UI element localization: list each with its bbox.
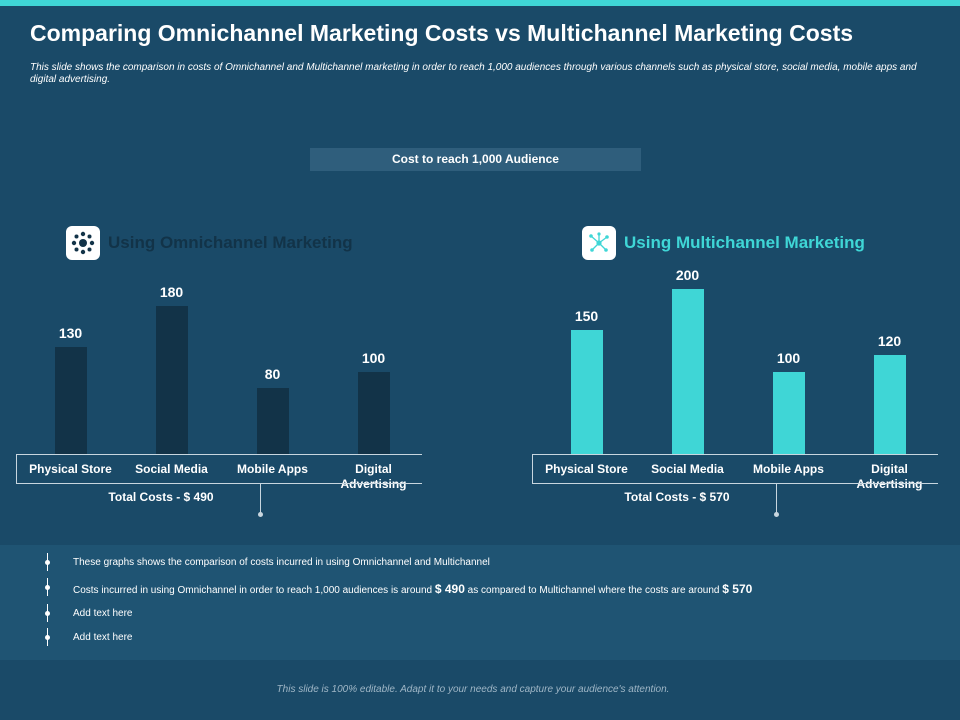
footer-note: This slide is 100% editable. Adapt it to… bbox=[276, 684, 670, 695]
x-axis-line bbox=[16, 454, 422, 455]
note-fragment: Add text here bbox=[73, 608, 133, 619]
note-fragment: These graphs shows the comparison of cos… bbox=[73, 557, 490, 568]
category-label: Physical Store bbox=[29, 462, 112, 476]
total-costs-label: Total Costs - $ 570 bbox=[624, 490, 730, 504]
bar-value-label: 100 bbox=[361, 349, 386, 366]
bullet-marker bbox=[45, 553, 50, 571]
category-label: Digital Advertising bbox=[340, 462, 407, 491]
note-text: Costs incurred in using Omnichannel in o… bbox=[73, 582, 752, 596]
bar-social-media bbox=[155, 305, 188, 454]
page-subtitle: This slide shows the comparison in costs… bbox=[30, 62, 917, 85]
bar-mobile-apps bbox=[772, 371, 805, 454]
category-frame bbox=[532, 454, 938, 484]
notes-panel bbox=[0, 545, 960, 660]
note-fragment: as compared to Multichannel where the co… bbox=[464, 585, 723, 596]
bar-physical-store bbox=[570, 330, 603, 454]
note-highlight: $ 490 bbox=[434, 582, 465, 596]
bar-mobile-apps bbox=[256, 388, 289, 454]
total-pin-dot bbox=[774, 512, 779, 517]
note-text: Add text here bbox=[73, 632, 132, 643]
category-label: Social Media bbox=[651, 462, 724, 476]
page-title: Comparing Omnichannel Marketing Costs vs… bbox=[30, 20, 854, 46]
bullet-marker bbox=[45, 604, 50, 622]
bar-value-label: 200 bbox=[675, 267, 700, 283]
category-label: Mobile Apps bbox=[237, 462, 308, 476]
bar-value-label: 150 bbox=[574, 308, 599, 325]
omnichannel-heading: Using Omnichannel Marketing bbox=[66, 226, 353, 260]
note-text: These graphs shows the comparison of cos… bbox=[73, 557, 490, 568]
total-costs-label: Total Costs - $ 490 bbox=[108, 490, 214, 504]
multichannel-bar-chart: 150 Physical Store 200 Social Media 100 Mobil… bbox=[532, 260, 938, 520]
omnichannel-bar-chart: 130 Physical Store 180 Social Media 80 Mobile… bbox=[16, 260, 422, 520]
bullet-marker bbox=[45, 628, 50, 646]
multichannel-heading-label: Using Multichannel Marketing bbox=[624, 233, 865, 252]
bar-value-label: 120 bbox=[877, 333, 902, 349]
total-pin-line bbox=[260, 484, 261, 514]
bar-value-label: 100 bbox=[776, 349, 801, 366]
chart-banner: Cost to reach 1,000 Audience bbox=[310, 148, 641, 171]
top-accent-strip bbox=[0, 0, 960, 6]
category-frame bbox=[16, 454, 422, 484]
category-label: Mobile Apps bbox=[753, 462, 824, 476]
x-axis-line bbox=[532, 454, 938, 455]
category-label: Social Media bbox=[135, 462, 208, 476]
note-highlight: $ 570 bbox=[722, 582, 753, 596]
bar-value-label: 180 bbox=[159, 283, 184, 300]
category-label: Physical Store bbox=[545, 462, 628, 476]
bar-value-label: 80 bbox=[264, 366, 281, 382]
total-pin-dot bbox=[258, 512, 263, 517]
omnichannel-heading-label: Using Omnichannel Marketing bbox=[108, 233, 353, 252]
note-fragment: Costs incurred in using Omnichannel in o… bbox=[73, 585, 435, 596]
note-fragment: Add text here bbox=[73, 632, 133, 643]
multichannel-heading: Using Multichannel Marketing bbox=[582, 226, 865, 260]
network-nodes-icon bbox=[582, 226, 616, 260]
total-pin-line bbox=[776, 484, 777, 514]
bar-social-media bbox=[671, 289, 704, 454]
bar-digital-advertising bbox=[357, 371, 390, 454]
bar-value-label: 130 bbox=[58, 324, 83, 341]
bar-digital-advertising bbox=[873, 355, 906, 454]
category-label: Digital Advertising bbox=[856, 462, 923, 491]
network-hub-icon bbox=[66, 226, 100, 260]
bullet-marker bbox=[45, 578, 50, 596]
note-text: Add text here bbox=[73, 608, 132, 619]
bar-physical-store bbox=[54, 346, 87, 454]
